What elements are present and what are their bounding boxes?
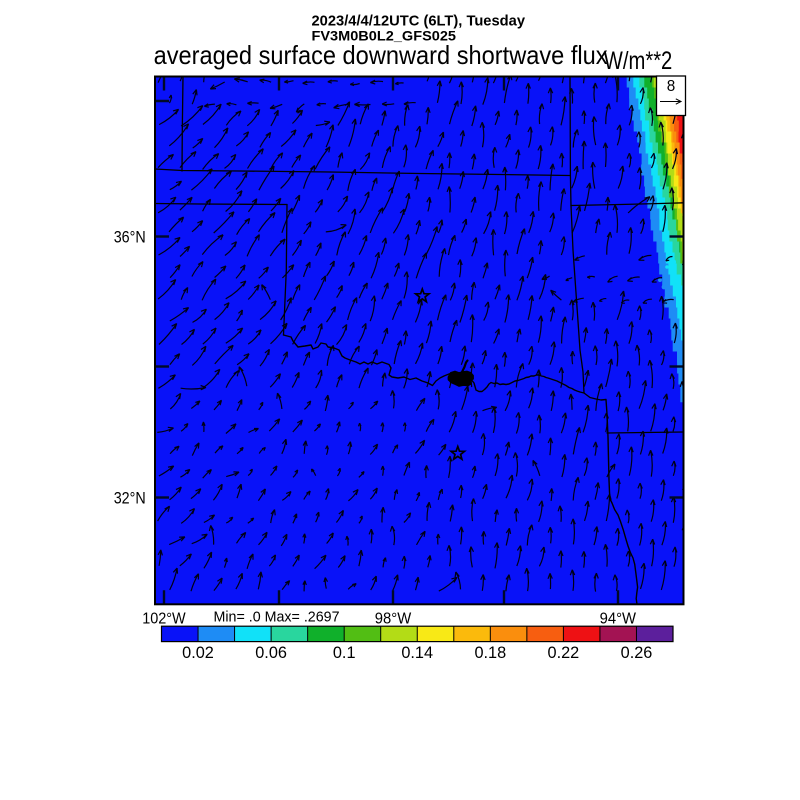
svg-text:94°W: 94°W [600, 610, 637, 627]
svg-text:0.06: 0.06 [255, 644, 287, 662]
svg-text:36°N: 36°N [114, 228, 146, 247]
svg-text:0.14: 0.14 [401, 644, 433, 662]
svg-text:0.26: 0.26 [621, 644, 653, 662]
svg-text:0.1: 0.1 [333, 644, 356, 662]
svg-text:8: 8 [667, 78, 676, 95]
svg-text:32°N: 32°N [114, 488, 146, 507]
svg-text:W/m**2: W/m**2 [604, 47, 673, 75]
svg-text:102°W: 102°W [142, 610, 186, 627]
svg-text:averaged surface downward shor: averaged surface downward shortwave flux [154, 40, 608, 70]
svg-text:0.22: 0.22 [548, 644, 580, 662]
svg-text:Min= .0 Max= .2697: Min= .0 Max= .2697 [214, 609, 340, 625]
svg-text:2023/4/4/12UTC (6LT), Tuesday: 2023/4/4/12UTC (6LT), Tuesday [312, 14, 526, 30]
svg-text:98°W: 98°W [375, 610, 412, 627]
svg-text:FV3M0B0L2_GFS025: FV3M0B0L2_GFS025 [312, 27, 457, 43]
svg-text:0.18: 0.18 [474, 644, 506, 662]
svg-text:0.02: 0.02 [182, 644, 214, 662]
